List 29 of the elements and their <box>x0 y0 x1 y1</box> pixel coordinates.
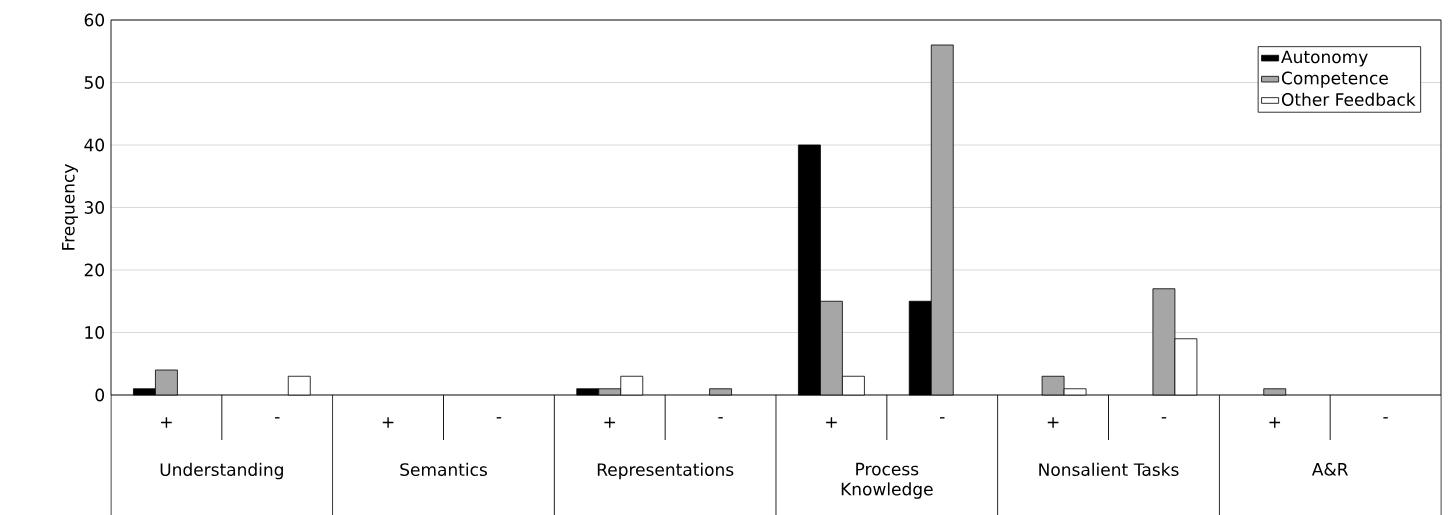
x-tick-label: - <box>1383 417 1388 419</box>
y-axis-title: Frequency <box>62 164 78 250</box>
text: Semantics <box>400 462 487 477</box>
legend-label: Autonomy <box>1281 50 1368 67</box>
text: Process Knowledge <box>841 462 933 499</box>
y-tick-label: 30 <box>84 201 105 214</box>
x-tick-label: + <box>604 417 616 428</box>
x-tick-label: - <box>718 417 723 419</box>
y-tick-label: 40 <box>84 138 105 152</box>
y-tick-label: 0 <box>95 388 105 402</box>
legend-label: Competence <box>1281 71 1388 88</box>
y-tick-label: 50 <box>84 76 105 89</box>
text: A&R <box>1311 462 1349 476</box>
x-tick-label: + <box>161 417 172 428</box>
y-tick-label: 10 <box>85 326 105 339</box>
legend-label: Other Feedback <box>1281 92 1416 106</box>
x-tick-label: - <box>940 417 945 419</box>
x-tick-label: - <box>496 417 502 419</box>
x-tick-label: + <box>1269 417 1281 428</box>
x-tick-label: + <box>382 417 394 428</box>
x-tick-label: - <box>1161 417 1167 419</box>
text: Understanding <box>160 462 283 480</box>
x-tick-label: + <box>826 417 837 428</box>
y-tick-label: 60 <box>84 13 105 27</box>
x-tick-label: + <box>1047 417 1059 428</box>
y-tick-label: 20 <box>84 263 105 277</box>
text: Nonsalient Tasks <box>1039 462 1179 477</box>
x-tick-label: - <box>275 417 280 419</box>
text: Representations <box>597 462 734 480</box>
